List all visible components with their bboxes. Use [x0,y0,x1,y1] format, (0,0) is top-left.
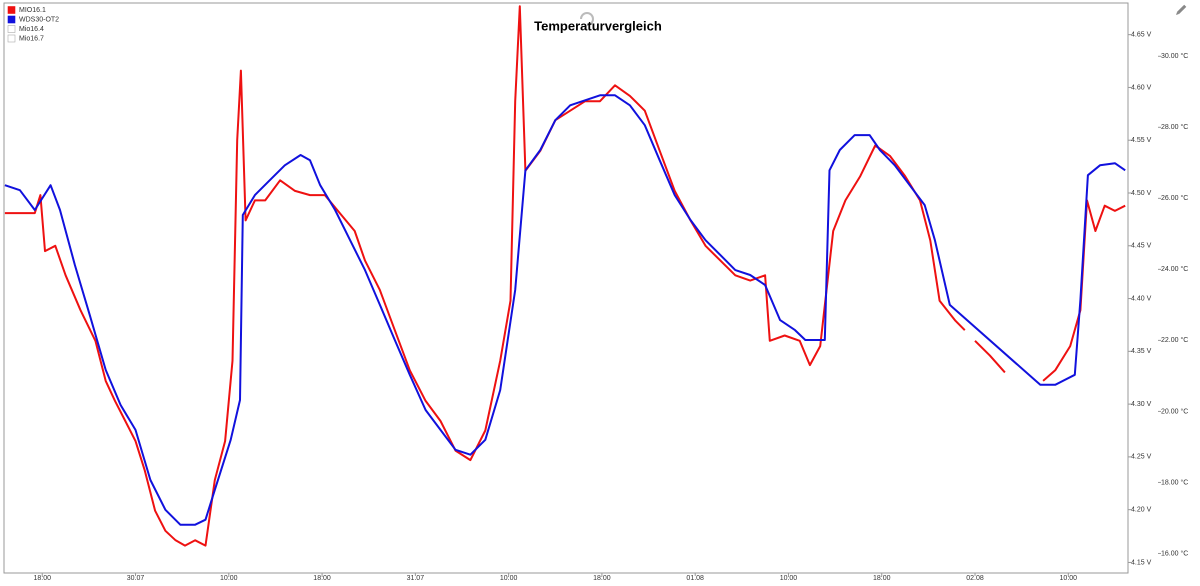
x-tick-label: 18:00 [33,575,51,581]
legend-swatch [7,25,16,33]
y2-tick-label: 18.00 °C [1161,478,1188,486]
x-tick-label: 02.08 [966,575,984,581]
y-tick-label: 4.20 V [1131,507,1152,514]
y-tick-label: 4.50 V [1131,190,1152,197]
y-tick-label: 4.35 V [1131,348,1152,355]
y-tick-label: 4.30 V [1131,401,1152,408]
y-tick-label: 4.15 V [1131,559,1152,566]
legend-swatch [7,34,16,43]
reload-icon[interactable] [580,12,594,26]
y-tick-label: 4.40 V [1131,295,1152,302]
legend-label: WDS30-OT2 [19,16,59,23]
y2-tick-label: 20.00 °C [1161,407,1188,415]
plot-frame [3,2,1129,574]
legend-swatch [7,6,16,14]
x-tick-label: 31.07 [407,575,425,581]
x-tick-label: 18:00 [313,575,331,581]
series-line [4,5,1126,547]
x-tick-label: 10:00 [220,575,238,581]
x-tick-label: 30.07 [127,575,145,581]
series-line [4,94,1126,526]
x-tick-label: 18:00 [873,575,891,581]
y2-tick-label: 16.00 °C [1161,549,1188,557]
chart-title: Temperaturvergleich [534,18,662,33]
x-tick-label: 10:00 [780,575,798,581]
y2-tick-label: 24.00 °C [1161,265,1188,273]
x-tick-label: 01.08 [686,575,704,581]
edit-icon[interactable] [1175,4,1187,16]
legend-label: MIO16.1 [19,7,46,14]
x-tick-label: 10:00 [500,575,518,581]
y-tick-label: 4.45 V [1131,243,1152,250]
y2-tick-label: 28.00 °C [1161,123,1188,131]
x-tick-label: 10:00 [1060,575,1078,581]
pencil-body [1177,4,1187,14]
y-tick-label: 4.55 V [1131,137,1152,144]
y-tick-label: 4.25 V [1131,454,1152,461]
legend: MIO16.1 WDS30-OT2 Mio16.4 Mio16.7 [7,6,59,43]
y-tick-label: 4.60 V [1131,84,1152,91]
legend-label: Mio16.4 [19,26,44,33]
y2-tick-label: 26.00 °C [1161,194,1188,202]
legend-label: Mio16.7 [19,35,44,42]
y-tick-label: 4.65 V [1131,32,1152,39]
reload-arc [580,12,594,26]
y2-tick-label: 22.00 °C [1161,336,1188,344]
legend-swatch [7,15,16,24]
y2-tick-label: 30.00 °C [1161,52,1188,60]
x-tick-label: 18:00 [593,575,611,581]
